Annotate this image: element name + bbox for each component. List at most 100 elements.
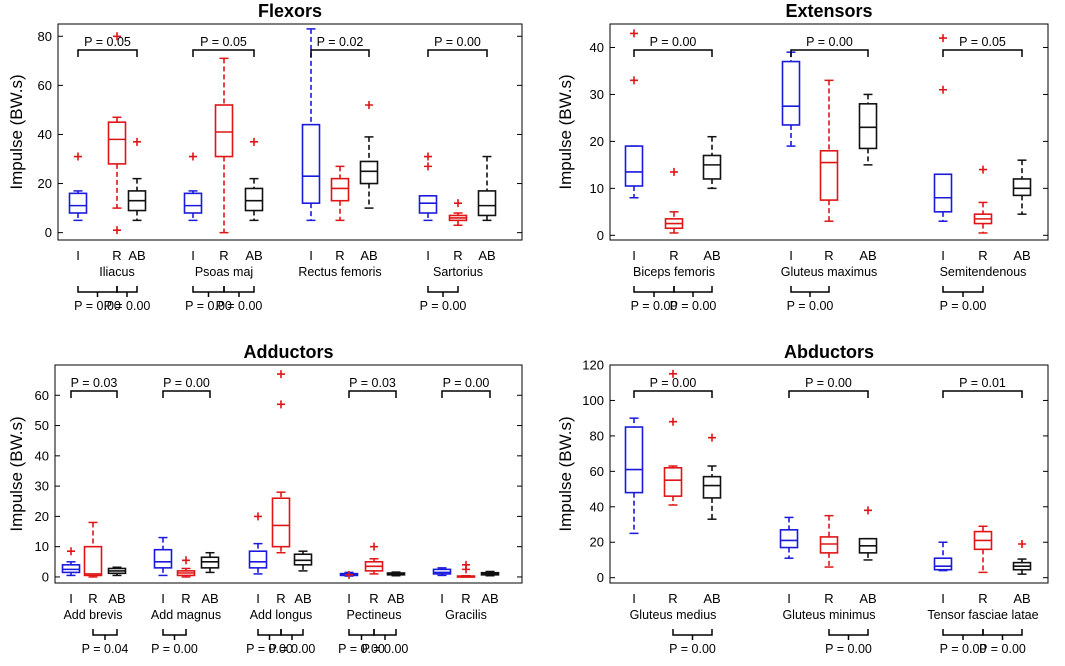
outlier-marker bbox=[939, 34, 947, 43]
p-value-label: P = 0.00 bbox=[434, 35, 481, 49]
y-axis-label: Impulse (BW.s) bbox=[556, 74, 575, 189]
box-ab bbox=[858, 506, 878, 561]
iqr-box bbox=[83, 545, 103, 577]
outlier-marker bbox=[370, 542, 378, 551]
box-i bbox=[418, 152, 438, 222]
box-r bbox=[330, 165, 350, 222]
x-tick-label-r: R bbox=[461, 591, 470, 606]
box-r bbox=[664, 167, 684, 234]
pairwise-p-value: P = 0.00 bbox=[246, 642, 293, 656]
pairwise-bracket bbox=[162, 629, 187, 640]
muscle-name: Semitendenous bbox=[940, 265, 1027, 279]
y-tick-label: 60 bbox=[590, 464, 604, 479]
box-r bbox=[973, 165, 993, 234]
y-tick-label: 40 bbox=[38, 127, 52, 142]
box-ab bbox=[107, 566, 127, 577]
iqr-box bbox=[1012, 178, 1032, 197]
box-i bbox=[432, 567, 452, 577]
x-tick-label-r: R bbox=[824, 248, 833, 263]
box-r bbox=[973, 525, 993, 574]
significance-bracket bbox=[310, 49, 370, 57]
outlier-marker bbox=[669, 369, 677, 378]
muscle-name: Pectineus bbox=[347, 608, 402, 622]
muscle-group-tensor-fasciae-latae: I R AB Tensor fasciae latae P = 0.01 P = 0.00… bbox=[927, 376, 1038, 656]
iqr-box bbox=[183, 192, 203, 214]
panel-title: Extensors bbox=[785, 1, 872, 21]
box-ab bbox=[1012, 540, 1032, 575]
significance-bracket bbox=[162, 390, 211, 398]
box-r bbox=[176, 556, 196, 578]
x-tick-label-i: I bbox=[440, 591, 444, 606]
iqr-box bbox=[107, 121, 127, 165]
pairwise-p-value: P = 0.00 bbox=[362, 642, 409, 656]
pairwise-bracket bbox=[192, 286, 225, 297]
significance-bracket bbox=[790, 49, 869, 57]
box-i bbox=[183, 152, 203, 222]
pairwise-bracket bbox=[673, 286, 713, 297]
box-ab bbox=[127, 137, 147, 222]
x-tick-label-r: R bbox=[824, 591, 833, 606]
significance-bracket bbox=[427, 49, 488, 57]
x-tick-label-ab: AB bbox=[201, 591, 218, 606]
y-axis-label: Impulse (BW.s) bbox=[556, 416, 575, 531]
muscle-group-psoas-maj: I R AB Psoas maj P = 0.05 P = 0.00P = 0.00 bbox=[183, 35, 264, 313]
muscle-name: Add brevis bbox=[63, 608, 122, 622]
y-tick-label: 10 bbox=[35, 539, 49, 554]
iqr-box bbox=[781, 60, 801, 126]
outlier-marker bbox=[1018, 540, 1026, 549]
muscle-group-pectineus: I R AB Pectineus P = 0.03 P = 0.00P = 0.00 bbox=[338, 376, 408, 656]
muscle-name: Gluteus medius bbox=[630, 608, 717, 622]
x-tick-label-ab: AB bbox=[108, 591, 125, 606]
muscle-group-rectus-femoris: I R AB Rectus femoris P = 0.02 bbox=[298, 28, 382, 279]
x-tick-label-i: I bbox=[941, 591, 945, 606]
pairwise-bracket bbox=[116, 286, 138, 297]
y-tick-label: 10 bbox=[590, 181, 604, 196]
significance-bracket bbox=[348, 390, 397, 398]
pairwise-bracket bbox=[280, 629, 304, 640]
pairwise-bracket bbox=[427, 286, 459, 297]
box-i bbox=[301, 28, 321, 222]
box-ab bbox=[702, 433, 722, 520]
y-tick-label: 80 bbox=[590, 428, 604, 443]
outlier-marker bbox=[113, 32, 121, 41]
pairwise-bracket bbox=[348, 629, 375, 640]
significance-bracket bbox=[441, 390, 491, 398]
muscle-group-add-brevis: I R AB Add brevis P = 0.03 P = 0.04 bbox=[61, 376, 128, 656]
y-tick-label: 20 bbox=[38, 176, 52, 191]
muscle-group-semitendenous: I R AB Semitendenous P = 0.05 P = 0.00 bbox=[933, 34, 1032, 313]
outlier-marker bbox=[630, 76, 638, 85]
iqr-box bbox=[330, 177, 350, 202]
x-tick-label-ab: AB bbox=[859, 591, 876, 606]
muscle-group-sartorius: I R AB Sartorius P = 0.00 P = 0.00 bbox=[418, 35, 497, 313]
muscle-name: Gluteus minimus bbox=[782, 608, 875, 622]
pairwise-bracket bbox=[373, 629, 397, 640]
outlier-marker bbox=[277, 370, 285, 379]
p-value-label: P = 0.00 bbox=[650, 35, 697, 49]
muscle-group-add-longus: I R AB Add longus P = 0.00P = 0.00 bbox=[246, 370, 315, 656]
outlier-marker bbox=[250, 137, 258, 146]
iqr-box bbox=[663, 466, 683, 497]
outlier-marker bbox=[74, 152, 82, 161]
y-tick-label: 30 bbox=[35, 479, 49, 494]
y-tick-label: 60 bbox=[38, 78, 52, 93]
outlier-marker bbox=[133, 137, 141, 146]
x-tick-label-ab: AB bbox=[245, 248, 262, 263]
iqr-box bbox=[418, 195, 438, 214]
outlier-marker bbox=[454, 199, 462, 208]
box-ab bbox=[477, 155, 497, 222]
box-i bbox=[779, 516, 799, 559]
box-i bbox=[624, 417, 644, 535]
x-tick-label-r: R bbox=[978, 248, 987, 263]
box-r bbox=[819, 514, 839, 568]
x-tick-label-r: R bbox=[276, 591, 285, 606]
outlier-marker bbox=[708, 433, 716, 442]
muscle-group-gluteus-medius: I R AB Gluteus medius P = 0.00 P = 0.00 bbox=[624, 369, 722, 656]
box-r bbox=[819, 79, 839, 222]
pairwise-bracket bbox=[92, 629, 118, 640]
pairwise-bracket bbox=[633, 286, 675, 297]
box-i bbox=[68, 152, 88, 222]
p-value-label: P = 0.05 bbox=[84, 35, 131, 49]
p-value-label: P = 0.05 bbox=[200, 35, 247, 49]
